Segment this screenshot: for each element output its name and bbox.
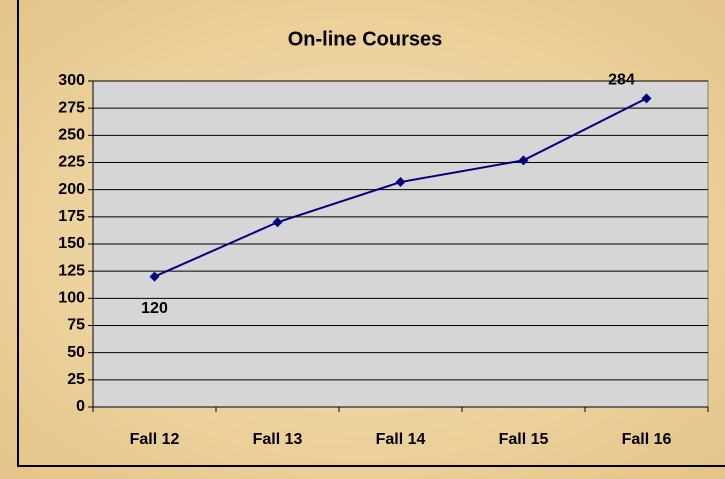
y-tick-label: 75 <box>67 317 85 334</box>
y-tick-label: 250 <box>58 127 85 144</box>
chart-title: On-line Courses <box>288 28 442 50</box>
y-tick-label: 125 <box>58 262 85 279</box>
data-point <box>518 155 529 166</box>
x-tick-label: Fall 16 <box>622 431 672 448</box>
y-tick-label: 200 <box>58 181 85 198</box>
y-tick-label: 0 <box>76 398 85 415</box>
data-point <box>395 177 406 188</box>
data-point <box>149 271 160 282</box>
data-point <box>272 217 283 228</box>
y-tick-label: 50 <box>67 344 85 361</box>
y-tick-label: 150 <box>58 235 85 252</box>
x-tick-label: Fall 12 <box>130 431 180 448</box>
x-tick-label: Fall 15 <box>499 431 549 448</box>
y-tick-label: 100 <box>58 290 85 307</box>
y-tick-label: 175 <box>58 208 85 225</box>
y-tick-label: 225 <box>58 154 85 171</box>
y-tick-label: 275 <box>58 99 85 116</box>
chart-border <box>17 0 725 467</box>
x-tick-label: Fall 13 <box>253 431 303 448</box>
data-label: 284 <box>608 72 635 89</box>
x-tick-label: Fall 14 <box>376 431 426 448</box>
data-point <box>641 93 652 104</box>
y-tick-label: 25 <box>67 371 85 388</box>
data-label: 120 <box>141 300 168 317</box>
y-tick-label: 300 <box>58 72 85 89</box>
